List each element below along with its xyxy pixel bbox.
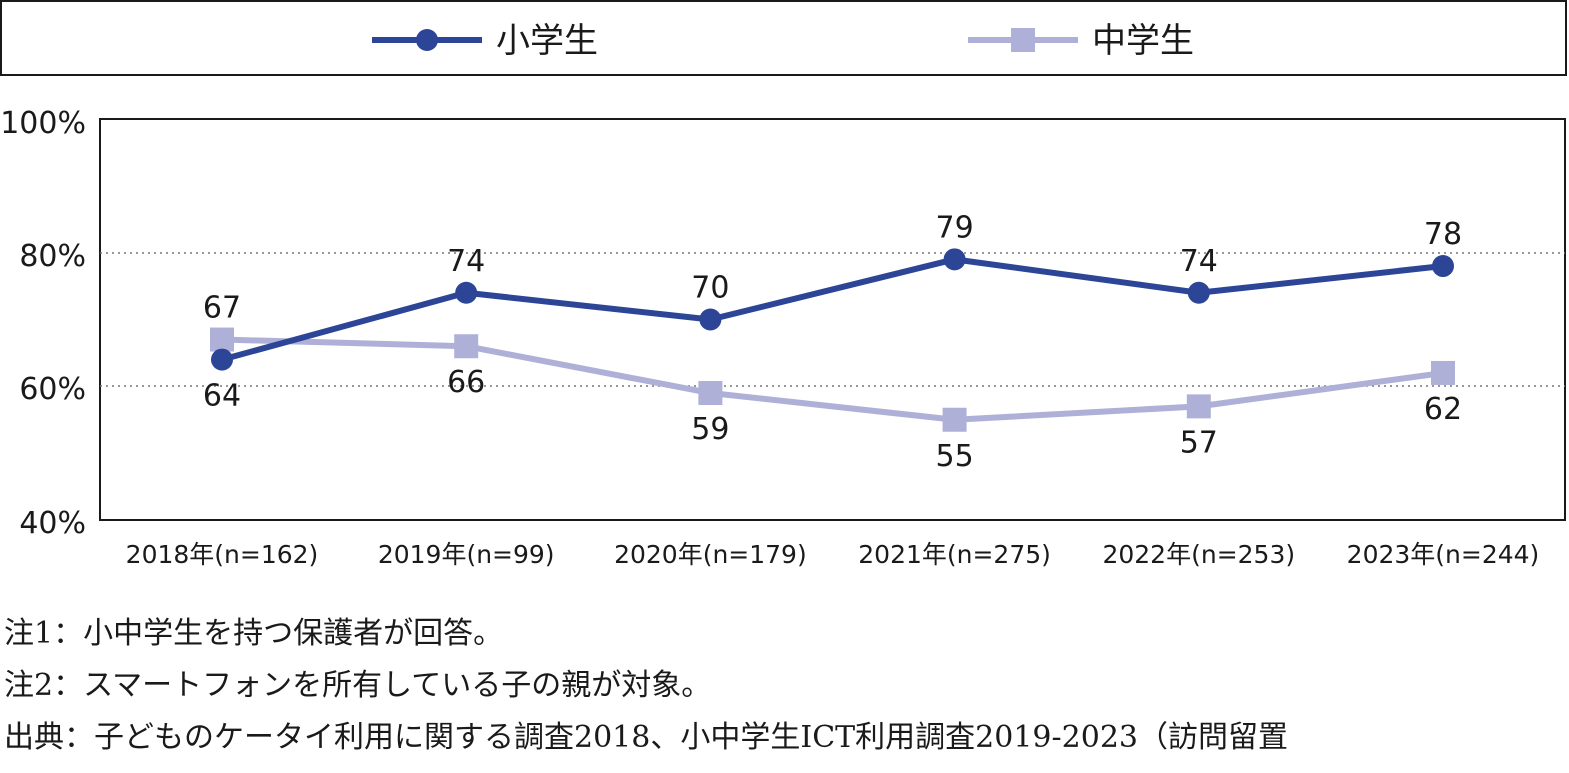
data-point <box>455 281 478 304</box>
x-tick-label: 2020年(n=179) <box>614 540 807 569</box>
x-tick-label: 2018年(n=162) <box>126 540 319 569</box>
x-tick-label: 2022年(n=253) <box>1102 540 1295 569</box>
x-tick-label: 2019年(n=99) <box>378 540 555 569</box>
data-point <box>1431 360 1455 385</box>
plot-area <box>99 118 1566 521</box>
y-tick-label: 80% <box>19 239 86 274</box>
data-label: 66 <box>447 365 485 400</box>
data-label: 79 <box>936 210 974 245</box>
y-tick-label: 40% <box>19 506 86 541</box>
series-layer: 64 74 70 79 74 78 67 66 59 55 57 62 <box>203 210 1462 473</box>
data-point <box>1186 394 1211 419</box>
y-tick-label: 60% <box>19 372 86 407</box>
x-axis-labels: 2018年(n=162) 2019年(n=99) 2020年(n=179) 2021年… <box>126 540 1540 569</box>
data-point <box>210 327 234 352</box>
legend-marker-junior <box>1011 28 1035 52</box>
x-tick-label: 2023年(n=244) <box>1347 540 1540 569</box>
legend-label-elementary: 小学生 <box>496 21 598 61</box>
footnote-1: 注1：小中学生を持つ保護者が回答。 <box>4 616 504 651</box>
data-point <box>943 248 966 271</box>
data-point <box>1432 255 1454 278</box>
data-point <box>942 407 967 432</box>
data-label: 74 <box>447 244 485 279</box>
legend-box <box>0 0 1567 76</box>
series-line-elementary <box>221 256 1444 363</box>
legend-label-junior: 中学生 <box>1092 21 1194 61</box>
data-label: 78 <box>1424 217 1462 252</box>
y-tick-label: 100% <box>0 106 86 141</box>
data-label: 62 <box>1424 392 1462 427</box>
data-point <box>211 348 233 371</box>
data-point <box>1187 281 1210 304</box>
data-point <box>699 308 722 331</box>
x-tick-label: 2021年(n=275) <box>858 540 1051 569</box>
legend: 小学生 中学生 <box>0 0 1567 76</box>
data-point <box>454 334 479 359</box>
series-line-junior <box>221 336 1444 423</box>
data-label: 57 <box>1180 425 1218 460</box>
data-label: 59 <box>691 412 729 447</box>
data-label: 67 <box>203 291 241 326</box>
data-point <box>698 381 723 406</box>
footnote-2: 注2：スマートフォンを所有している子の親が対象。 <box>4 668 712 703</box>
legend-marker-elementary <box>416 29 438 51</box>
data-label: 74 <box>1180 244 1218 279</box>
footnotes: 注1：小中学生を持つ保護者が回答。 注2：スマートフォンを所有している子の親が対… <box>4 608 1569 764</box>
source-note: 出典：子どものケータイ利用に関する調査2018、小中学生ICT利用調査2019-… <box>4 720 1288 755</box>
line-chart: 小学生 中学生 100% 80% 60% 40% 2018年(n=162) 201… <box>0 0 1567 569</box>
data-label: 55 <box>936 439 974 474</box>
data-label: 64 <box>203 379 241 414</box>
data-label: 70 <box>691 271 729 306</box>
